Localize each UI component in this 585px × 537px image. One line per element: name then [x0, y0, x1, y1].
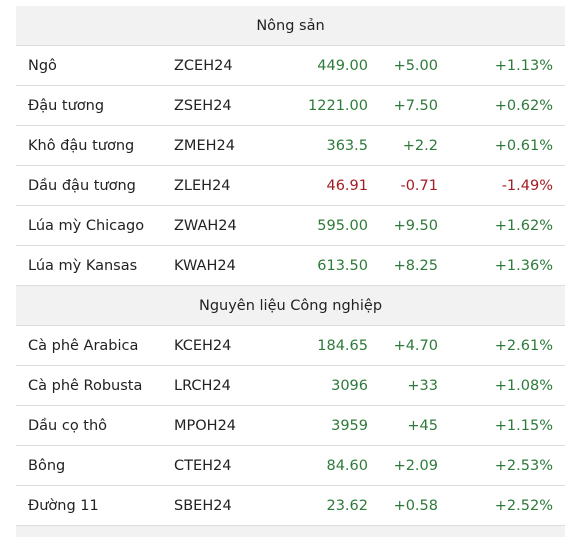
table-row: Khô đậu tương ZMEH24 363.5 +2.2 +0.61% [16, 126, 565, 166]
commodity-name: Dầu cọ thô [28, 418, 108, 434]
commodity-price-table: Nông sản Ngô ZCEH24 449.00 +5.00 +1.13% … [16, 6, 565, 526]
price-value: 595.00 [317, 218, 368, 234]
contract-code: KCEH24 [174, 338, 232, 354]
percent-change: +0.62% [494, 98, 553, 114]
contract-code: MPOH24 [174, 418, 237, 434]
price-value: 23.62 [326, 498, 368, 514]
contract-code: ZSEH24 [174, 98, 232, 114]
commodity-name: Bông [28, 458, 66, 474]
price-change: +8.25 [393, 258, 438, 274]
price-value: 449.00 [317, 58, 368, 74]
percent-change: +1.62% [494, 218, 553, 234]
percent-change: +1.08% [494, 378, 553, 394]
percent-change: -1.49% [501, 178, 553, 194]
price-change: +33 [407, 378, 438, 394]
commodity-name: Đường 11 [28, 498, 99, 514]
price-change: -0.71 [400, 178, 438, 194]
percent-change: +2.61% [494, 338, 553, 354]
price-change: +7.50 [393, 98, 438, 114]
price-value: 363.5 [326, 138, 368, 154]
commodity-name: Dầu đậu tương [28, 178, 136, 194]
table-row: Cà phê Arabica KCEH24 184.65 +4.70 +2.61… [16, 326, 565, 366]
commodity-name: Cà phê Arabica [28, 338, 139, 354]
price-value: 1221.00 [308, 98, 368, 114]
price-value: 184.65 [317, 338, 368, 354]
commodity-name: Khô đậu tương [28, 138, 135, 154]
commodity-name: Lúa mỳ Kansas [28, 258, 138, 274]
contract-code: ZMEH24 [174, 138, 235, 154]
price-change: +4.70 [393, 338, 438, 354]
price-value: 46.91 [326, 178, 368, 194]
contract-code: ZLEH24 [174, 178, 231, 194]
price-change: +2.09 [393, 458, 438, 474]
percent-change: +1.15% [494, 418, 553, 434]
commodity-name: Đậu tương [28, 98, 105, 114]
percent-change: +1.36% [494, 258, 553, 274]
table-row: Bông CTEH24 84.60 +2.09 +2.53% [16, 446, 565, 486]
contract-code: CTEH24 [174, 458, 232, 474]
price-change: +5.00 [393, 58, 438, 74]
table-row: Dầu cọ thô MPOH24 3959 +45 +1.15% [16, 406, 565, 446]
table-row: Lúa mỳ Chicago ZWAH24 595.00 +9.50 +1.62… [16, 206, 565, 246]
contract-code: KWAH24 [174, 258, 236, 274]
section-title: Nguyên liệu Công nghiệp [198, 297, 383, 314]
price-value: 84.60 [326, 458, 368, 474]
commodity-name: Cà phê Robusta [28, 378, 143, 394]
percent-change: +2.53% [494, 458, 553, 474]
table-footer-strip [16, 526, 565, 537]
price-change: +9.50 [393, 218, 438, 234]
table-row: Đậu tương ZSEH24 1221.00 +7.50 +0.62% [16, 86, 565, 126]
contract-code: ZWAH24 [174, 218, 237, 234]
price-change: +2.2 [402, 138, 438, 154]
table-row: Dầu đậu tương ZLEH24 46.91 -0.71 -1.49% [16, 166, 565, 206]
commodity-name: Lúa mỳ Chicago [28, 218, 145, 234]
table-row: Lúa mỳ Kansas KWAH24 613.50 +8.25 +1.36% [16, 246, 565, 286]
section-header-nguyen-lieu-cong-nghiep: Nguyên liệu Công nghiệp [16, 286, 565, 326]
percent-change: +1.13% [494, 58, 553, 74]
percent-change: +0.61% [494, 138, 553, 154]
table-row: Đường 11 SBEH24 23.62 +0.58 +2.52% [16, 486, 565, 526]
table-row: Cà phê Robusta LRCH24 3096 +33 +1.08% [16, 366, 565, 406]
percent-change: +2.52% [494, 498, 553, 514]
price-value: 613.50 [317, 258, 368, 274]
commodity-name: Ngô [28, 58, 57, 74]
contract-code: ZCEH24 [174, 58, 233, 74]
price-value: 3959 [331, 418, 368, 434]
price-change: +0.58 [393, 498, 438, 514]
section-title: Nông sản [256, 17, 325, 34]
contract-code: SBEH24 [174, 498, 232, 514]
table-row: Ngô ZCEH24 449.00 +5.00 +1.13% [16, 46, 565, 86]
price-value: 3096 [331, 378, 368, 394]
price-change: +45 [407, 418, 438, 434]
section-header-nong-san: Nông sản [16, 6, 565, 46]
contract-code: LRCH24 [174, 378, 231, 394]
